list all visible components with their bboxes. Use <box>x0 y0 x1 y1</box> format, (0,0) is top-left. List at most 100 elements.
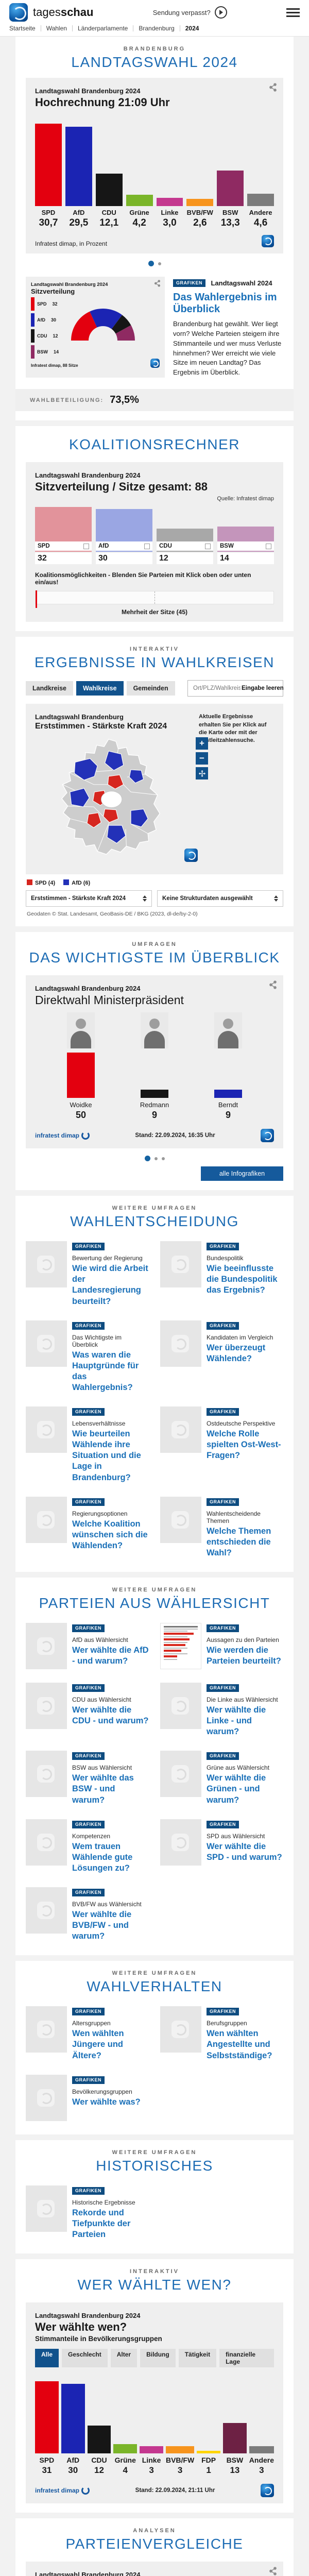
map-metric-select[interactable]: Erststimmen - Stärkste Kraft 2024 <box>26 890 152 907</box>
teaser-item[interactable]: GRAFIKEN BSW aus Wählersicht Wer wählte da… <box>26 1751 149 1805</box>
teaser-title-link[interactable]: Wer wählte die CDU - und warum? <box>72 1705 149 1726</box>
breadcrumb-item[interactable]: 2024 <box>185 25 199 32</box>
filter-chip-Alle[interactable]: Alle <box>35 2348 59 2367</box>
tab-wahlkreise[interactable]: Wahlkreise <box>76 681 124 696</box>
carousel-dot[interactable] <box>144 1156 150 1162</box>
catchup-link[interactable]: Sendung verpasst? <box>152 8 211 16</box>
bar-column: BVB/FW 3 <box>165 2446 195 2476</box>
share-icon[interactable] <box>154 280 161 290</box>
bar-column: Grüne 4,2 <box>126 195 153 229</box>
teaser-title-link[interactable]: Wie wird die Arbeit der Landesregierung … <box>72 1264 148 1306</box>
teaser-title-link[interactable]: Das Wahlergebnis im Überblick <box>173 292 277 315</box>
teaser-item[interactable]: GRAFIKEN Wahlentscheidende Themen Welche T… <box>160 1496 283 1558</box>
filter-chip-finanzielle Lage[interactable]: finanzielle Lage <box>219 2348 274 2367</box>
teaser-title-link[interactable]: Wer überzeugt Wählende? <box>207 1343 266 1363</box>
clear-search-button[interactable]: Eingabe leeren <box>242 685 284 692</box>
legend-swatch <box>31 329 35 343</box>
party-label-row: BSW <box>217 541 274 552</box>
teaser-title-link[interactable]: Welche Rolle spielten Ost-West-Fragen? <box>207 1429 281 1461</box>
teaser-item[interactable]: GRAFIKEN Altersgruppen Wen wählten Jüngere… <box>26 2006 149 2061</box>
party-checkbox[interactable] <box>83 543 89 549</box>
teaser-title-link[interactable]: Welche Koalition wünschen sich die Wähle… <box>72 1519 148 1550</box>
koalition-bar[interactable] <box>157 529 213 542</box>
breadcrumb-item[interactable]: Brandenburg <box>139 25 175 32</box>
teaser-title-link[interactable]: Was waren die Hauptgründe für das Wahler… <box>72 1350 139 1393</box>
play-icon[interactable] <box>214 6 227 19</box>
teaser-title-link[interactable]: Wer wählte die Grünen - und warum? <box>207 1773 266 1805</box>
koalition-bar[interactable] <box>35 507 92 542</box>
zoom-in-button[interactable]: + <box>196 737 208 750</box>
card-title: Sitzverteilung / Sitze gesamt: 88 <box>35 480 208 494</box>
share-icon[interactable] <box>269 2567 277 2576</box>
tagesschau-logo-icon[interactable] <box>9 3 28 22</box>
structure-data-select[interactable]: Keine Strukturdaten ausgewählt <box>157 890 283 907</box>
teaser-item[interactable]: GRAFIKEN Die Linke aus Wählersicht Wer wäh… <box>160 1683 283 1737</box>
teaser-item[interactable]: GRAFIKEN BVB/FW aus Wählersicht Wer wählte… <box>26 1887 149 1942</box>
teaser-item[interactable]: GRAFIKEN Historische Ergebnisse Rekorde un… <box>26 2185 149 2240</box>
teaser-item[interactable]: GRAFIKEN Regierungsoptionen Welche Koaliti… <box>26 1496 149 1558</box>
teaser-item[interactable]: GRAFIKEN Das Wichtigste im Überblick Was w… <box>26 1320 149 1393</box>
teaser-title-link[interactable]: Wer wählte die BVB/FW - und warum? <box>72 1909 132 1941</box>
breadcrumb-item[interactable]: Länderparlamente <box>77 25 128 32</box>
koalition-bar[interactable] <box>96 509 152 542</box>
bar-CDU <box>87 2425 111 2453</box>
filter-chip-Geschlecht[interactable]: Geschlecht <box>62 2348 108 2367</box>
teaser-title-link[interactable]: Wen wählten Jüngere und Ältere? <box>72 2029 124 2060</box>
carousel-dot[interactable] <box>148 261 154 266</box>
teaser-content: GRAFIKEN Grüne aus Wählersicht Wer wählte … <box>207 1751 283 1805</box>
tab-landkreise[interactable]: Landkreise <box>26 681 74 696</box>
teaser-item[interactable]: GRAFIKEN Kandidaten im Vergleich Wer überz… <box>160 1320 283 1393</box>
filter-chip-Tätigkeit[interactable]: Tätigkeit <box>178 2348 217 2367</box>
fullscreen-button[interactable] <box>196 767 208 780</box>
teaser-thumbnail <box>160 2006 201 2053</box>
koalition-bar[interactable] <box>217 526 274 542</box>
teaser-title-link[interactable]: Rekorde und Tiefpunkte der Parteien <box>72 2208 131 2239</box>
teaser-item[interactable]: GRAFIKEN Bundespolitik Wie beeinflusste di… <box>160 1241 283 1307</box>
search-input[interactable] <box>192 685 242 692</box>
share-icon[interactable] <box>269 83 277 94</box>
all-infographics-button[interactable]: alle Infografiken <box>201 1166 283 1181</box>
party-checkbox[interactable] <box>205 543 211 549</box>
teaser-item[interactable]: GRAFIKEN SPD aus Wählersicht Wer wählte di… <box>160 1819 283 1874</box>
teaser-item[interactable]: GRAFIKEN AfD aus Wählersicht Wer wählte di… <box>26 1623 149 1669</box>
party-checkbox[interactable] <box>266 543 271 549</box>
teaser-title-link[interactable]: Wie beurteilen Wählende ihre Situation u… <box>72 1429 141 1482</box>
tab-gemeinden[interactable]: Gemeinden <box>126 681 175 696</box>
teaser-title-link[interactable]: Wen wählten Angestellte und Selbstständi… <box>207 2029 272 2060</box>
breadcrumb-item[interactable]: Wahlen <box>46 25 67 32</box>
teaser-thumbnail <box>26 1751 67 1798</box>
carousel-dot[interactable] <box>158 262 161 265</box>
teaser-title-link[interactable]: Wie beeinflusste die Bundespolitik das E… <box>207 1264 278 1295</box>
carousel-dot[interactable] <box>154 1157 158 1160</box>
teaser-title-link[interactable]: Wer wählte was? <box>72 2097 141 2107</box>
teaser-item[interactable]: GRAFIKEN Ostdeutsche Perspektive Welche Ro… <box>160 1406 283 1483</box>
teaser-item[interactable]: GRAFIKEN Aussagen zu den Parteien Wie werd… <box>160 1623 283 1669</box>
teaser-title-link[interactable]: Wer wählte die AfD - und warum? <box>72 1646 149 1666</box>
teaser-item[interactable]: GRAFIKEN Kompetenzen Wem trauen Wählende g… <box>26 1819 149 1874</box>
menu-icon[interactable] <box>286 8 300 17</box>
teaser-item[interactable]: GRAFIKEN Berufsgruppen Wen wählten Angeste… <box>160 2006 283 2061</box>
filter-chip-Alter[interactable]: Alter <box>110 2348 138 2367</box>
teaser-title-link[interactable]: Wer wählte die SPD - und warum? <box>207 1841 282 1862</box>
teaser-item[interactable]: GRAFIKEN Bevölkerungsgruppen Wer wählte wa… <box>26 2074 149 2121</box>
zoom-out-button[interactable]: − <box>196 752 208 765</box>
teaser-item[interactable]: GRAFIKEN CDU aus Wählersicht Wer wählte di… <box>26 1683 149 1737</box>
teaser-content: GRAFIKEN Altersgruppen Wen wählten Jüngere… <box>72 2006 149 2061</box>
majority-track[interactable] <box>35 590 274 608</box>
carousel-dot[interactable] <box>161 1157 165 1160</box>
teaser-title-link[interactable]: Wie werden die Parteien beurteilt? <box>207 1646 281 1666</box>
share-icon[interactable] <box>269 980 277 992</box>
teaser-item[interactable]: GRAFIKEN Bewertung der Regierung Wie wird … <box>26 1241 149 1307</box>
teaser-title-link[interactable]: Wer wählte die Linke - und warum? <box>207 1705 266 1737</box>
party-checkbox[interactable] <box>144 543 150 549</box>
sitzverteilung-card[interactable]: Landtagswahl Brandenburg 2024 Sitzvertei… <box>26 277 165 378</box>
teaser-title-link[interactable]: Wem trauen Wählende gute Lösungen zu? <box>72 1841 133 1873</box>
filter-chip-Bildung[interactable]: Bildung <box>140 2348 176 2367</box>
breadcrumb-item[interactable]: Startseite <box>9 25 36 32</box>
wahlkreis-map[interactable] <box>35 736 190 859</box>
site-logo-text[interactable]: tagesschau <box>33 6 94 19</box>
teaser-item[interactable]: GRAFIKEN Grüne aus Wählersicht Wer wählte … <box>160 1751 283 1805</box>
teaser-title-link[interactable]: Wer wählte das BSW - und warum? <box>72 1773 134 1805</box>
teaser-item[interactable]: GRAFIKEN Lebensverhältnisse Wie beurteilen… <box>26 1406 149 1483</box>
teaser-title-link[interactable]: Welche Themen entschieden die Wahl? <box>207 1526 271 1557</box>
